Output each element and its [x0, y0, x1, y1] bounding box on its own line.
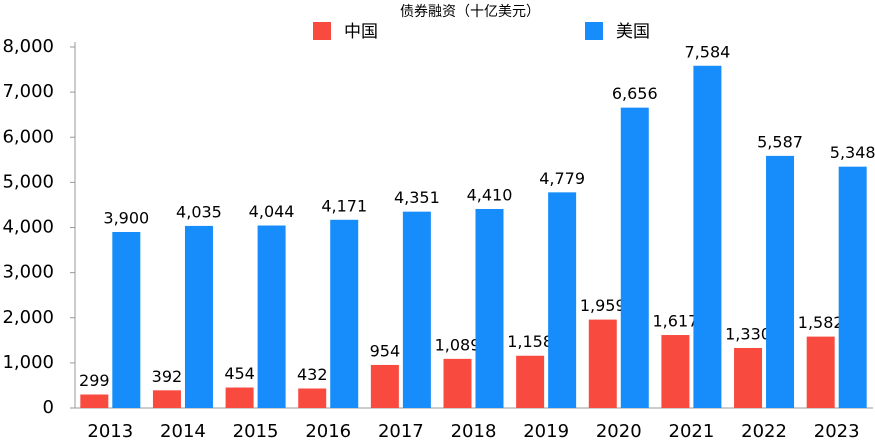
x-tick-label: 2020 [596, 421, 642, 441]
y-tick-label: 6,000 [2, 126, 54, 147]
value-label: 7,584 [685, 42, 731, 61]
value-label: 5,587 [757, 132, 803, 151]
value-label: 1,330 [725, 324, 771, 343]
value-label: 4,171 [321, 196, 367, 215]
value-label: 454 [224, 364, 255, 383]
bar [330, 219, 359, 408]
value-label: 6,656 [612, 84, 658, 103]
value-label: 392 [152, 367, 183, 386]
value-label: 432 [297, 365, 328, 384]
legend-label: 中国 [344, 22, 378, 42]
value-label: 1,158 [507, 332, 553, 351]
y-tick-label: 7,000 [2, 81, 54, 102]
chart-title: 债券融资（十亿美元） [400, 4, 540, 20]
bar [184, 225, 213, 408]
value-label: 1,089 [435, 335, 481, 354]
value-label: 4,779 [539, 169, 585, 188]
bar [620, 107, 649, 408]
x-tick-label: 2017 [378, 421, 424, 441]
value-label: 1,617 [653, 312, 699, 331]
bar [80, 394, 109, 408]
bar [152, 390, 181, 408]
y-tick-label: 5,000 [2, 171, 54, 192]
bar [806, 336, 835, 408]
bar [516, 355, 545, 408]
value-label: 4,044 [249, 202, 295, 221]
bar [298, 388, 327, 408]
bar [693, 65, 722, 408]
bar [475, 208, 504, 408]
value-label: 4,035 [176, 202, 222, 221]
value-label: 1,959 [580, 296, 626, 315]
x-tick-label: 2022 [741, 421, 787, 441]
bar [225, 387, 254, 408]
x-tick-label: 2013 [87, 421, 133, 441]
y-tick-label: 4,000 [2, 217, 54, 238]
bar [370, 364, 399, 408]
bar [838, 166, 867, 408]
bar [402, 211, 431, 408]
bar [257, 225, 286, 408]
value-label: 3,900 [103, 209, 149, 228]
x-tick-label: 2014 [160, 421, 206, 441]
value-label: 4,410 [467, 185, 513, 204]
value-label: 1,582 [798, 313, 844, 332]
y-tick-label: 2,000 [2, 307, 54, 328]
y-tick-label: 8,000 [2, 36, 54, 57]
bar [112, 232, 141, 408]
x-tick-label: 2021 [669, 421, 715, 441]
x-tick-label: 2015 [233, 421, 279, 441]
y-tick-label: 1,000 [2, 352, 54, 373]
x-tick-label: 2018 [451, 421, 497, 441]
bar [588, 319, 617, 408]
bar [661, 335, 690, 408]
bar [548, 192, 577, 408]
value-label: 299 [79, 371, 110, 390]
value-label: 5,348 [830, 143, 875, 162]
x-tick-label: 2016 [305, 421, 351, 441]
x-tick-label: 2023 [814, 421, 860, 441]
legend-swatch [585, 22, 603, 40]
y-tick-label: 0 [43, 397, 54, 418]
value-label: 4,351 [394, 188, 440, 207]
x-tick-label: 2019 [523, 421, 569, 441]
value-label: 954 [370, 341, 401, 360]
bar [443, 358, 472, 408]
bar [766, 155, 795, 408]
legend-swatch [313, 22, 331, 40]
y-tick-label: 3,000 [2, 262, 54, 283]
legend-label: 美国 [616, 22, 650, 42]
bar [734, 347, 763, 408]
